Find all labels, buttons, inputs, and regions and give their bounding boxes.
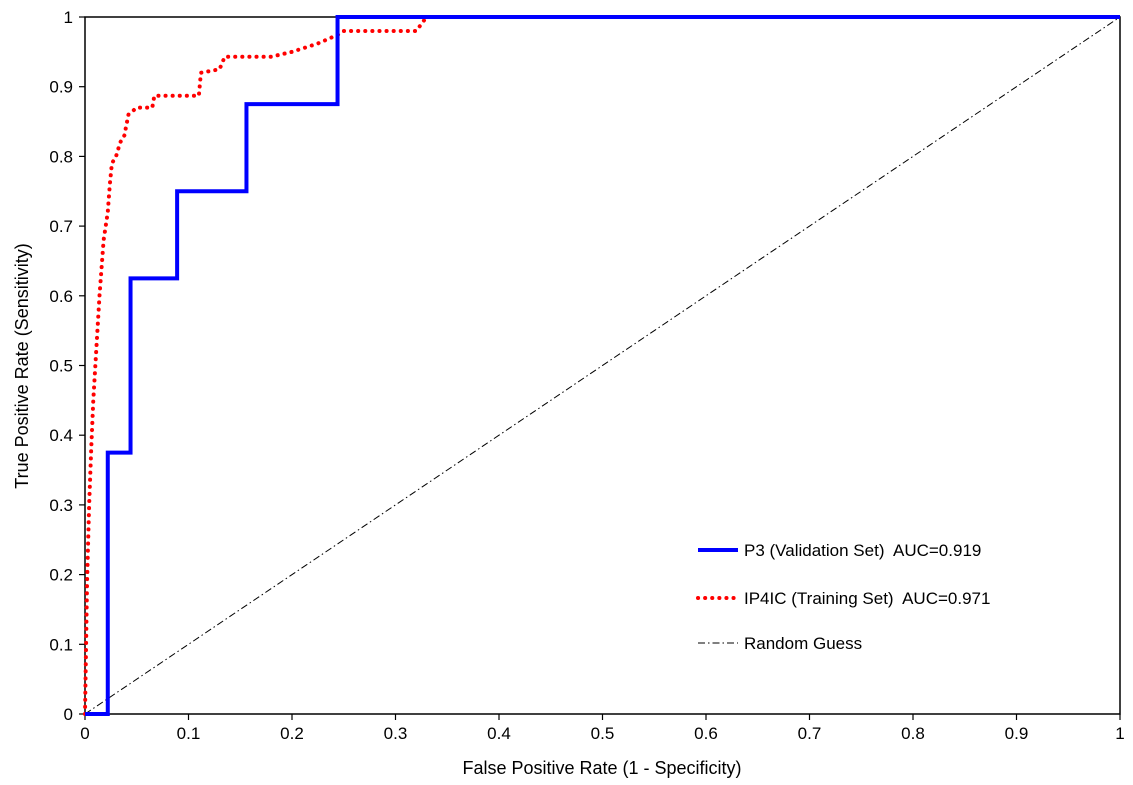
x-axis-title: False Positive Rate (1 - Specificity): [462, 758, 741, 778]
x-tick-label: 0.3: [384, 724, 408, 743]
x-tick-label: 1: [1115, 724, 1124, 743]
x-tick-label: 0.1: [177, 724, 201, 743]
y-tick-label: 0.2: [49, 566, 73, 585]
y-tick-label: 0: [64, 705, 73, 724]
x-tick-label: 0: [80, 724, 89, 743]
y-tick-label: 0.3: [49, 496, 73, 515]
x-tick-label: 0.6: [694, 724, 718, 743]
y-axis-ticks: 0 0.1 0.2 0.3 0.4 0.5 0.6 0.7 0.8 0.9 1: [49, 8, 85, 724]
y-tick-label: 0.9: [49, 78, 73, 97]
series-line-p3-validation: [85, 15, 1120, 716]
y-tick-label: 0.7: [49, 217, 73, 236]
x-tick-label: 0.9: [1005, 724, 1029, 743]
series-line-ip4ic-training: [83, 15, 1122, 716]
x-tick-label: 0.5: [591, 724, 615, 743]
legend: P3 (Validation Set) AUC=0.919 IP4IC (Tra…: [696, 541, 990, 653]
y-tick-label: 1: [64, 8, 73, 27]
x-tick-label: 0.7: [798, 724, 822, 743]
y-tick-label: 0.8: [49, 147, 73, 166]
legend-label-random: Random Guess: [744, 634, 862, 653]
y-tick-label: 0.5: [49, 357, 73, 376]
legend-label-ip4ic: IP4IC (Training Set) AUC=0.971: [744, 589, 990, 608]
y-tick-label: 0.4: [49, 426, 73, 445]
y-axis-title: True Positive Rate (Sensitivity): [12, 243, 32, 488]
y-tick-label: 0.1: [49, 635, 73, 654]
y-tick-label: 0.6: [49, 287, 73, 306]
x-axis-ticks: 0 0.1 0.2 0.3 0.4 0.5 0.6 0.7 0.8 0.9 1: [80, 714, 1125, 743]
x-tick-label: 0.2: [280, 724, 304, 743]
x-tick-label: 0.8: [901, 724, 925, 743]
legend-label-p3: P3 (Validation Set) AUC=0.919: [744, 541, 981, 560]
x-tick-label: 0.4: [487, 724, 511, 743]
series-line-random-guess: [84, 16, 1121, 715]
series-layer: [83, 15, 1122, 716]
